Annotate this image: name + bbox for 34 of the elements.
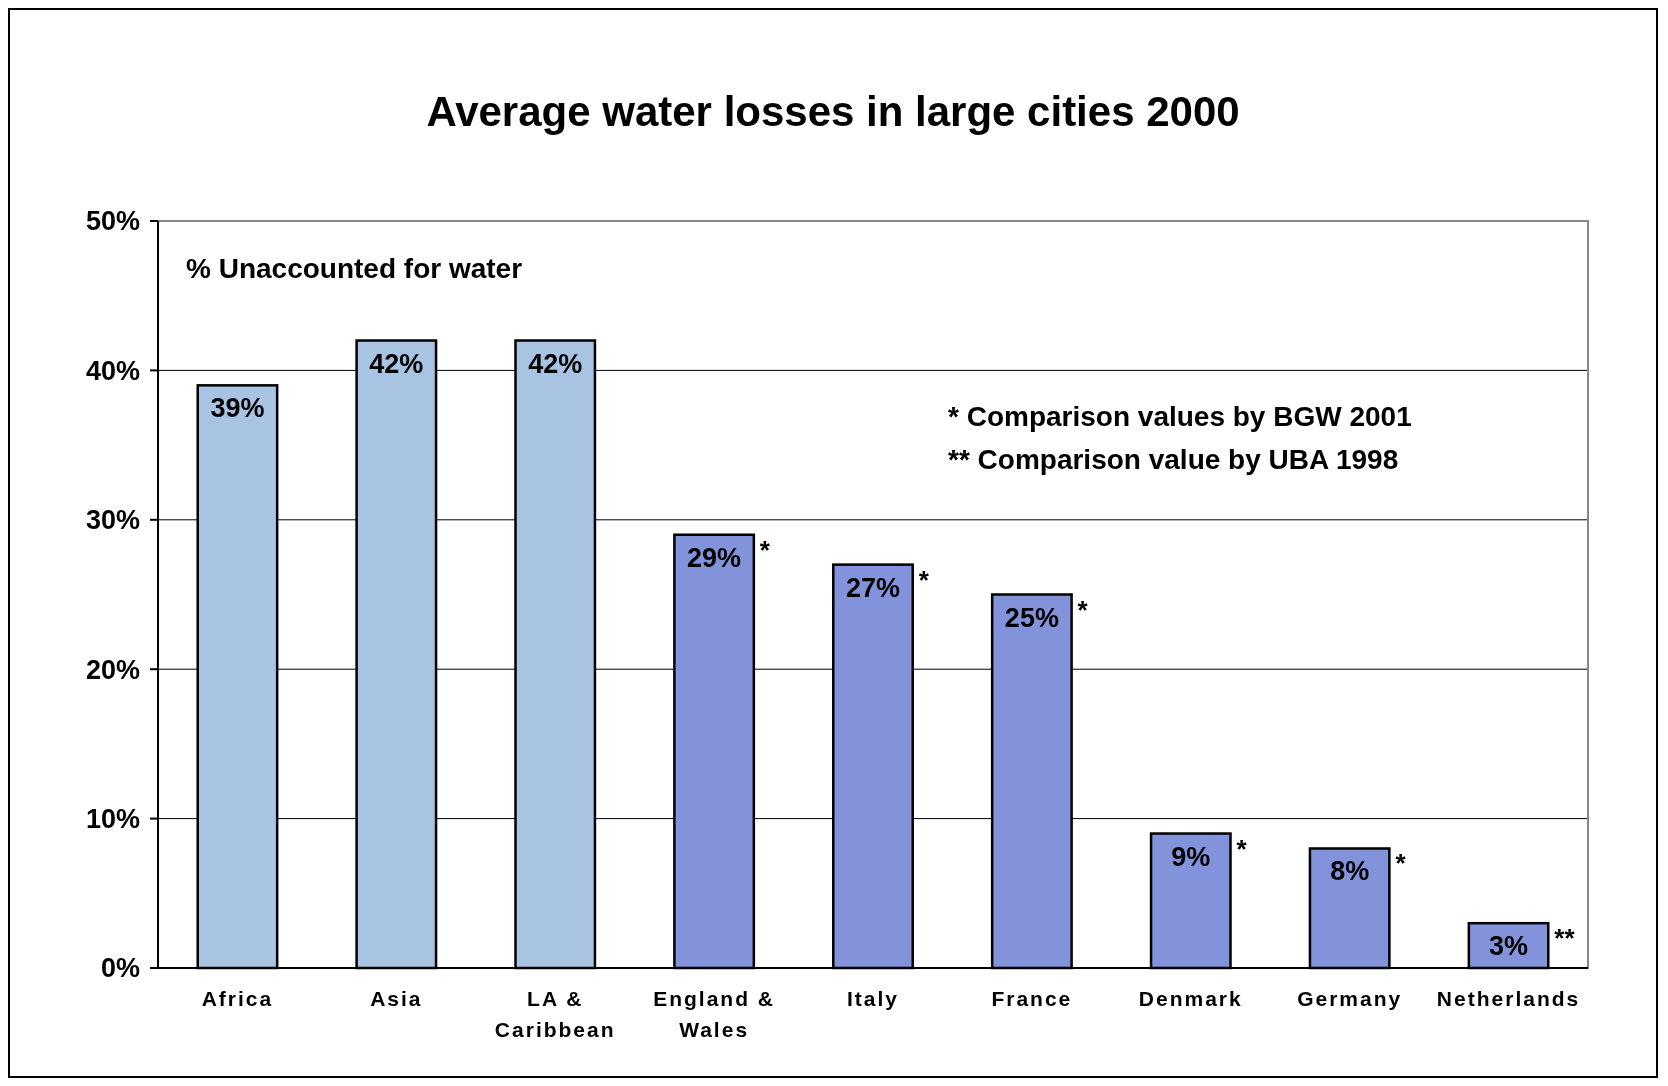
x-tick-label: Denmark <box>1138 987 1243 1010</box>
y-tick-label: 10% <box>85 804 140 835</box>
annotation: * <box>918 564 930 595</box>
x-tick-label: Asia <box>370 987 423 1010</box>
annotation: ** Comparison value by UBA 1998 <box>948 444 1399 475</box>
data-label: 8% <box>1330 856 1370 887</box>
data-label: 42% <box>528 348 583 379</box>
y-tick-label: 30% <box>85 505 140 536</box>
y-tick-label: 20% <box>85 654 140 685</box>
data-label: 29% <box>687 542 742 573</box>
x-tick-label: LA & Caribbean <box>494 987 616 1041</box>
data-label: 25% <box>1004 602 1059 633</box>
x-tick-label: Germany <box>1297 987 1403 1010</box>
annotation: * Comparison values by BGW 2001 <box>948 401 1412 432</box>
data-label: 39% <box>210 393 265 424</box>
annotation: * <box>1236 833 1248 864</box>
y-tick-label: 0% <box>100 953 140 984</box>
x-tick-label: Netherlands <box>1436 987 1581 1010</box>
annotation: * <box>1395 848 1407 879</box>
y-axis-title: % Unaccounted for water <box>186 253 523 284</box>
data-label: 9% <box>1171 841 1211 872</box>
chart-title: Average water losses in large cities 2000 <box>426 88 1240 135</box>
x-tick-label: England & Wales <box>653 987 776 1041</box>
data-label: 3% <box>1489 931 1529 962</box>
annotation: * <box>1077 594 1089 625</box>
annotation: ** <box>1554 923 1576 954</box>
x-tick-label: Italy <box>846 987 900 1010</box>
y-tick-label: 50% <box>85 206 140 237</box>
data-label: 42% <box>369 348 424 379</box>
x-tick-label: Africa <box>201 987 274 1010</box>
x-tick-label: France <box>991 987 1073 1010</box>
y-tick-label: 40% <box>85 355 140 386</box>
data-label: 27% <box>845 572 901 603</box>
annotation: * <box>759 534 771 565</box>
